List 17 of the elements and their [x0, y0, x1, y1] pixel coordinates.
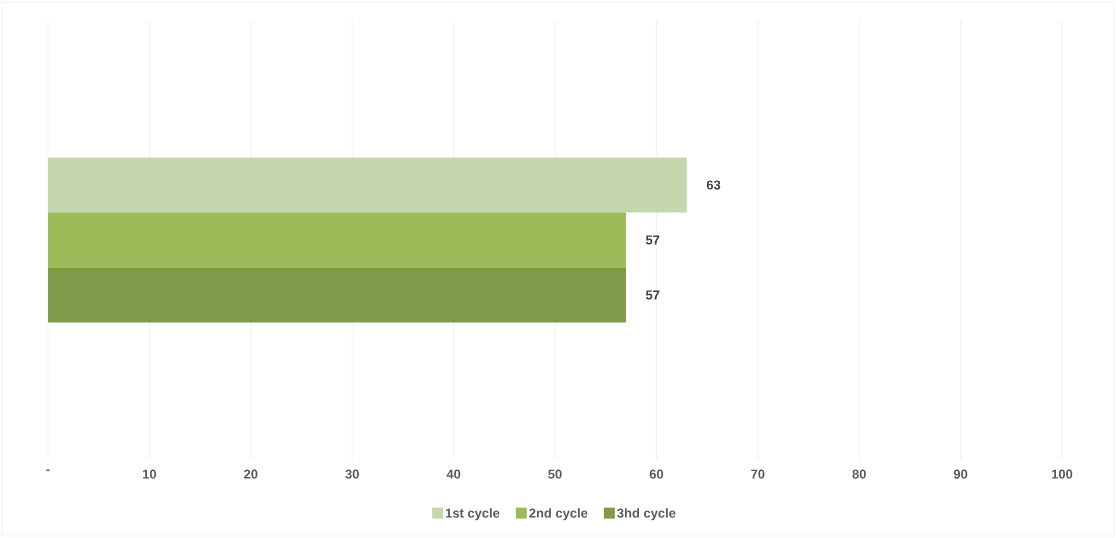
x-tick-label: 10	[143, 469, 157, 479]
x-tick-label: 30	[345, 469, 359, 479]
x-tick-label: -	[46, 469, 50, 472]
legend-label: 2nd cycle	[529, 508, 588, 521]
x-tick-label: 100	[1052, 469, 1073, 479]
x-tick-label: 80	[852, 469, 866, 479]
legend-label: 3hd cycle	[617, 508, 676, 521]
x-tick-label: 70	[751, 469, 765, 479]
x-tick-label: 90	[953, 469, 968, 479]
x-tick-label: 40	[446, 469, 461, 479]
data-label: 63	[706, 180, 721, 190]
x-tick-label: 60	[649, 469, 664, 479]
data-label: 57	[645, 290, 660, 300]
data-label: 57	[645, 235, 660, 245]
x-tick-label: 50	[548, 469, 562, 479]
legend-label: 1st cycle	[445, 508, 500, 521]
x-tick-label: 20	[244, 469, 258, 479]
